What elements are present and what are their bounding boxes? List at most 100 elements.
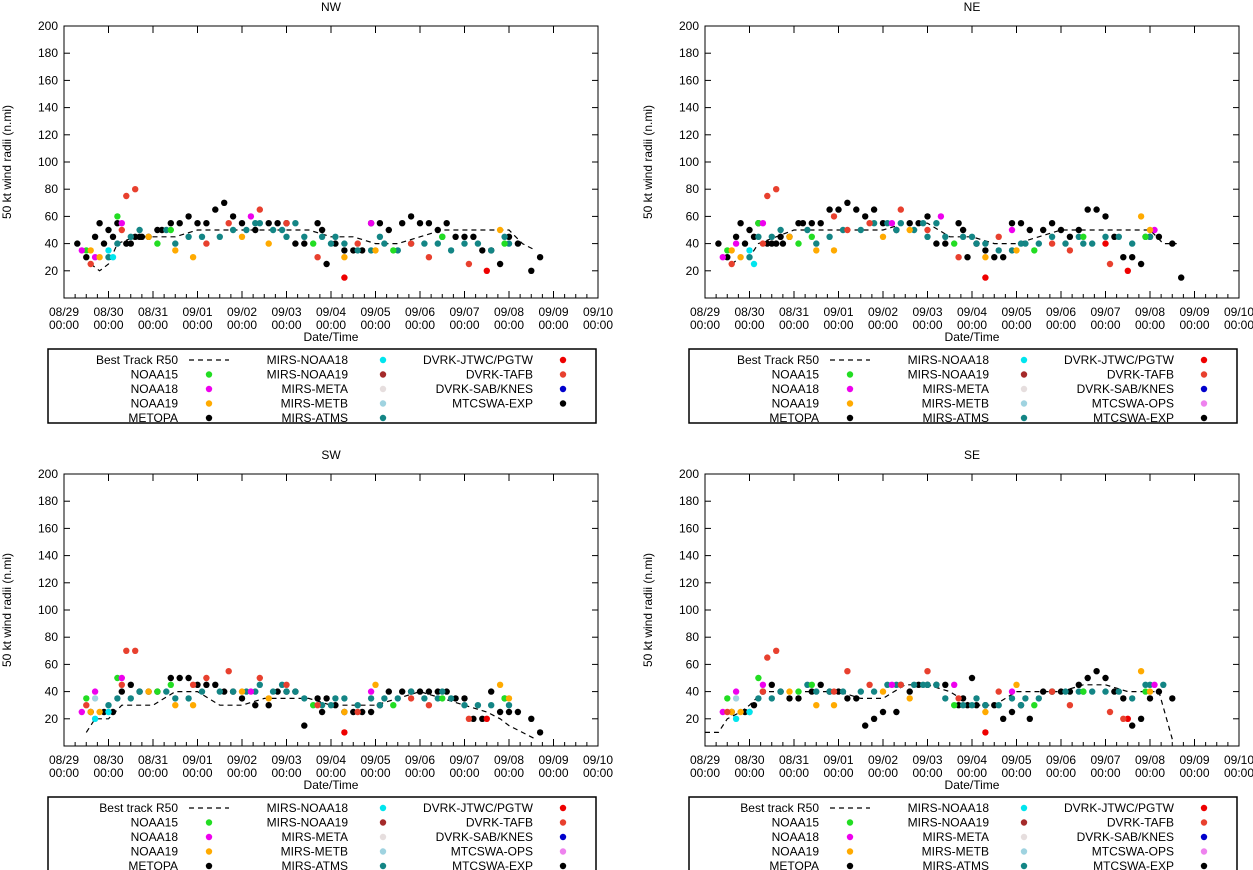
data-point <box>817 220 824 227</box>
legend-dot-marker <box>1200 356 1208 364</box>
legend-label: DVRK-SAB/KNES <box>1077 830 1174 844</box>
data-point <box>87 708 94 716</box>
data-point <box>732 688 740 695</box>
data-point <box>216 688 223 695</box>
x-tick-label: 08/30 <box>93 753 123 767</box>
data-point <box>737 708 744 716</box>
legend-label: MIRS-META <box>282 830 348 844</box>
legend-label: MIRS-METB <box>281 397 348 411</box>
data-point <box>1008 247 1016 254</box>
data-point <box>323 695 330 702</box>
y-tick-label: 140 <box>38 101 58 115</box>
data-point <box>118 220 126 227</box>
data-point <box>203 240 210 247</box>
data-point <box>795 240 802 247</box>
data-point <box>479 247 486 254</box>
x-tick-label: 09/09 <box>538 753 568 767</box>
x-tick-label: 00:00 <box>779 318 809 332</box>
data-point <box>109 254 117 261</box>
x-tick-label: 00:00 <box>690 318 720 332</box>
chart-title: SE <box>964 448 980 462</box>
data-point <box>528 715 535 722</box>
data-point <box>1048 688 1056 695</box>
legend-dot-marker <box>379 862 387 870</box>
data-point <box>1106 260 1114 268</box>
x-tick-label: 00:00 <box>449 318 479 332</box>
x-axis-label: Date/Time <box>945 330 1000 344</box>
x-tick-label: 09/09 <box>538 305 568 319</box>
data-point <box>724 247 731 254</box>
x-tick-label: 09/06 <box>1046 753 1076 767</box>
data-point <box>1169 240 1176 247</box>
legend-dot-marker <box>1200 833 1208 841</box>
y-tick-label: 160 <box>679 73 699 87</box>
legend-dot-marker <box>379 848 387 855</box>
data-point <box>127 240 134 247</box>
data-point <box>906 695 913 702</box>
data-point <box>381 240 388 247</box>
data-point <box>773 647 780 654</box>
data-point <box>496 681 504 688</box>
chart-panel-nw: NW2040608010012014016018020008/2900:0008… <box>0 0 613 425</box>
series-metopa <box>728 668 1176 729</box>
data-point <box>835 206 842 213</box>
data-point <box>937 213 945 220</box>
data-point <box>1048 233 1056 240</box>
x-tick-label: 09/09 <box>1179 753 1209 767</box>
data-point <box>221 199 228 206</box>
data-point <box>1031 247 1038 254</box>
data-point <box>189 702 197 709</box>
data-point <box>942 695 949 702</box>
data-point <box>959 695 967 702</box>
data-point <box>536 254 544 261</box>
data-point <box>341 274 348 281</box>
legend-dot-marker <box>1200 819 1208 826</box>
data-point <box>425 220 433 227</box>
series-dvrk-jtwc-pgtw <box>341 267 490 281</box>
data-point <box>136 688 143 695</box>
data-point <box>1066 247 1074 254</box>
data-point <box>443 220 450 227</box>
data-point <box>439 233 446 240</box>
data-point <box>341 708 348 716</box>
x-tick-label: 08/30 <box>734 305 764 319</box>
data-point <box>746 708 753 716</box>
series-noaa15 <box>83 674 508 709</box>
data-point <box>127 681 134 688</box>
data-point <box>1035 240 1043 247</box>
data-point <box>964 702 971 709</box>
x-tick-label: 00:00 <box>734 766 764 780</box>
data-point <box>768 681 775 688</box>
data-point <box>1000 715 1007 722</box>
legend-dot-marker <box>205 385 213 393</box>
series-noaa18 <box>78 213 375 261</box>
legend-box <box>688 348 1238 424</box>
legend-dot-marker <box>559 356 567 364</box>
data-point <box>301 695 308 702</box>
data-point <box>964 254 971 261</box>
legend-label: MTCSWA-OPS <box>1092 397 1174 411</box>
series-noaa15 <box>83 213 508 254</box>
data-point <box>390 247 397 254</box>
y-tick-label: 160 <box>38 73 58 87</box>
data-point <box>238 220 246 227</box>
data-point <box>768 240 775 247</box>
legend-label: MTCSWA-EXP <box>1093 411 1174 425</box>
x-tick-label: 09/09 <box>1179 305 1209 319</box>
data-point <box>1129 254 1136 261</box>
legend-label: NOAA15 <box>772 816 820 830</box>
data-point <box>465 715 473 722</box>
data-point <box>888 220 896 227</box>
data-point <box>483 715 490 722</box>
best-track-line <box>731 222 1177 265</box>
legend-dot-marker <box>846 862 854 870</box>
data-point <box>465 260 473 268</box>
legend-label: Best Track R50 <box>96 353 178 367</box>
data-point <box>167 220 174 227</box>
legend-label: NOAA19 <box>772 397 820 411</box>
x-tick-label: 00:00 <box>823 318 853 332</box>
legend-dot-marker <box>1020 371 1028 378</box>
data-point <box>198 233 206 240</box>
series-noaa19 <box>87 226 504 261</box>
